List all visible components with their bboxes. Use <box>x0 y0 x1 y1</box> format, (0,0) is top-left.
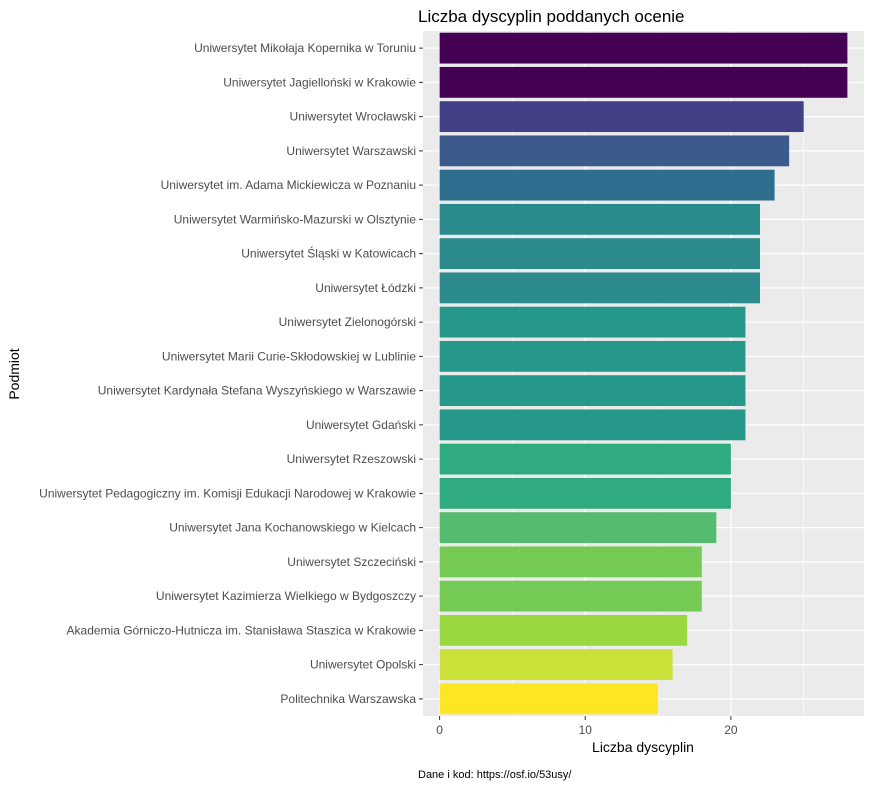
y-tick-label: Uniwersytet Marii Curie-Skłodowskiej w L… <box>162 349 416 363</box>
y-tick-label: Uniwersytet Jana Kochanowskiego w Kielca… <box>169 521 416 535</box>
bar <box>439 32 848 64</box>
y-tick-label: Akademia Górniczo-Hutnicza im. Stanisław… <box>67 623 417 637</box>
y-tick-label: Uniwersytet Warmińsko-Mazurski w Olsztyn… <box>174 212 417 226</box>
y-tick-label: Uniwersytet Warszawski <box>286 144 416 158</box>
bar <box>439 135 790 167</box>
bar <box>439 649 673 681</box>
bar <box>439 443 731 475</box>
plot-panel <box>423 31 864 716</box>
bar <box>439 580 702 612</box>
y-tick-label: Uniwersytet Pedagogiczny im. Komisji Edu… <box>39 486 416 500</box>
y-tick-label: Uniwersytet Jagielloński w Krakowie <box>223 75 416 89</box>
x-axis-ticks: 0 10 20 <box>436 716 738 737</box>
bar <box>439 683 659 715</box>
bar <box>439 375 746 407</box>
x-tick-label: 20 <box>724 723 738 737</box>
bar <box>439 477 731 509</box>
y-tick-label: Uniwersytet Opolski <box>310 658 416 672</box>
bar <box>439 512 717 544</box>
bar <box>439 272 761 304</box>
bar <box>439 169 775 201</box>
y-tick-label: Uniwersytet Śląski w Katowicach <box>241 246 416 261</box>
x-tick-label: 10 <box>579 723 593 737</box>
bar <box>439 238 761 270</box>
y-tick-label: Uniwersytet Kazimierza Wielkiego w Bydgo… <box>156 589 416 603</box>
y-tick-label: Uniwersytet Zielonogórski <box>279 315 416 329</box>
bar <box>439 66 848 98</box>
bar <box>439 306 746 338</box>
bar <box>439 203 761 235</box>
y-tick-label: Uniwersytet Łódzki <box>315 281 416 295</box>
y-tick-label: Uniwersytet Kardynała Stefana Wyszyńskie… <box>98 384 417 398</box>
x-axis-title: Liczba dyscyplin <box>592 739 694 755</box>
y-axis-title: Podmiot <box>6 348 22 399</box>
y-tick-label: Politechnika Warszawska <box>280 692 416 706</box>
bar <box>439 614 688 646</box>
y-tick-label: Uniwersytet im. Adama Mickiewicza w Pozn… <box>161 178 416 192</box>
y-tick-label: Uniwersytet Szczeciński <box>287 555 416 569</box>
bar <box>439 101 804 133</box>
bar <box>439 340 746 372</box>
bar <box>439 409 746 441</box>
x-tick-label: 0 <box>436 723 443 737</box>
y-tick-label: Uniwersytet Rzeszowski <box>287 452 416 466</box>
y-axis-ticks: Uniwersytet Mikołaja Kopernika w Toruniu… <box>39 41 423 706</box>
y-tick-label: Uniwersytet Gdański <box>306 418 416 432</box>
chart-caption: Dane i kod: https://osf.io/53usy/ <box>418 769 572 781</box>
bars <box>439 32 848 715</box>
y-tick-label: Uniwersytet Wrocławski <box>290 110 416 124</box>
bar <box>439 546 702 578</box>
chart-title: Liczba dyscyplin poddanych ocenie <box>418 7 685 26</box>
y-tick-label: Uniwersytet Mikołaja Kopernika w Toruniu <box>194 41 416 55</box>
